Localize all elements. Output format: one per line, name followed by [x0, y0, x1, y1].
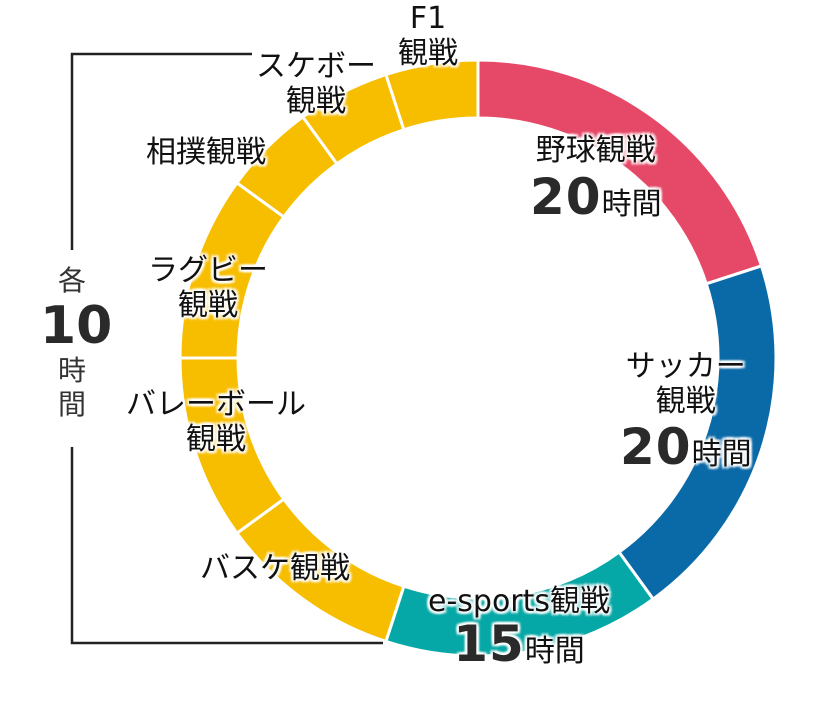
bracket-unit-1: 時 — [57, 354, 86, 387]
label-volleyball: バレーボール 観戦 — [126, 387, 306, 457]
label-rugby-name-2: 観戦 — [178, 287, 238, 323]
label-soccer-hours: 20 — [620, 418, 692, 476]
label-baseball-hours: 20 — [530, 167, 602, 226]
label-rugby: ラグビー 観戦 — [148, 253, 268, 323]
donut-slice — [384, 58, 480, 132]
label-esports-name: e-sports観戦 — [428, 584, 611, 619]
label-soccer: サッカー 観戦 20時間 — [620, 349, 752, 477]
label-skateboard-name-1: スケボー — [256, 49, 376, 84]
label-soccer-unit: 時間 — [691, 437, 752, 472]
label-baseball: 野球観戦 20時間 — [530, 133, 662, 226]
bracket-unit-2: 間 — [57, 388, 86, 421]
label-esports-unit: 時間 — [524, 633, 585, 669]
label-volleyball-name-1: バレーボール — [126, 387, 306, 422]
label-sumo: 相撲観戦 — [146, 135, 266, 171]
label-f1: F1 観戦 — [398, 1, 458, 71]
label-rugby-name-1: ラグビー — [148, 253, 268, 288]
label-soccer-name-1: サッカー — [625, 349, 746, 384]
label-esports-hours: 15 — [453, 614, 525, 673]
label-basketball: バスケ観戦 — [200, 551, 350, 587]
label-f1-name-2: 観戦 — [398, 35, 458, 71]
label-skateboard: スケボー 観戦 — [256, 49, 376, 119]
label-skateboard-name-2: 観戦 — [286, 83, 346, 119]
label-baseball-unit: 時間 — [601, 186, 662, 222]
bracket-annotation: 各 10 時 間 — [40, 264, 113, 422]
label-esports: e-sports観戦 15時間 — [428, 584, 611, 673]
label-basketball-name: バスケ観戦 — [200, 551, 350, 586]
label-baseball-name: 野球観戦 — [535, 133, 656, 168]
donut-slices — [178, 58, 778, 658]
bracket-line — [70, 52, 383, 645]
label-soccer-name-2: 観戦 — [655, 383, 716, 419]
label-volleyball-name-2: 観戦 — [186, 421, 246, 457]
bracket-value: 10 — [40, 296, 113, 356]
label-sumo-name: 相撲観戦 — [146, 135, 266, 170]
label-f1-name-1: F1 — [409, 1, 447, 36]
bracket-prefix: 各 — [57, 264, 86, 297]
